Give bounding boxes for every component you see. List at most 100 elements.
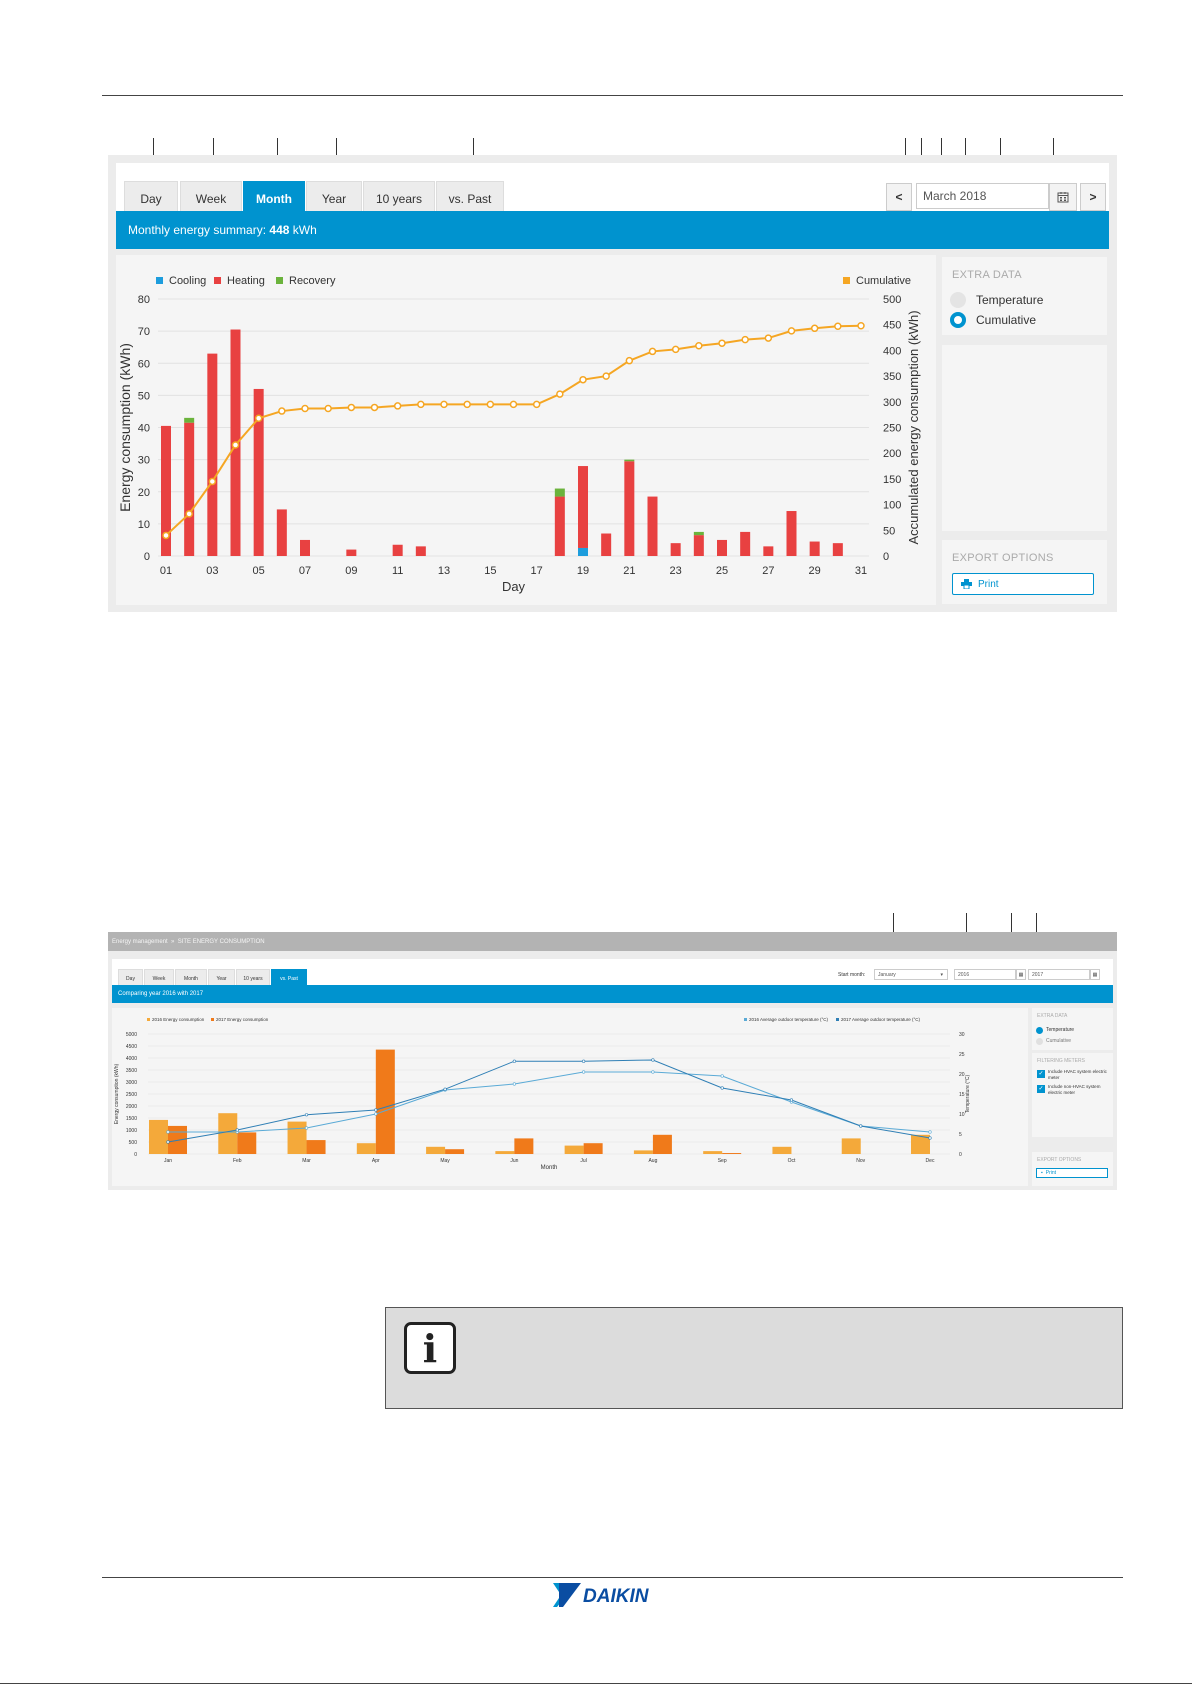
tab2-vs-past[interactable]: vs. Past <box>271 969 307 987</box>
bar-2017 <box>375 1049 395 1154</box>
cumulative-point <box>208 477 217 486</box>
compare-cumulative-radio[interactable] <box>1036 1038 1043 1045</box>
tab-year[interactable]: Year <box>306 181 362 216</box>
temp-2016-point <box>166 1130 170 1134</box>
print-label: Print <box>978 578 999 590</box>
cumulative-point <box>162 531 170 540</box>
print-button[interactable]: Print <box>952 573 1094 595</box>
temperature-radio[interactable] <box>950 292 966 308</box>
compare-temperature-label: Temperature <box>1046 1027 1075 1033</box>
bar-2016 <box>218 1113 238 1154</box>
bar-2017 <box>306 1140 326 1154</box>
bar-2017 <box>583 1143 603 1154</box>
legend-swatch <box>276 277 283 284</box>
legend-swatch <box>214 277 221 284</box>
tab-month[interactable]: Month <box>243 181 305 216</box>
y-tick-label: 2000 <box>126 1104 137 1110</box>
legend-swatch <box>843 277 850 284</box>
tab-10-years[interactable]: 10 years <box>363 181 435 216</box>
energy-compare-panel: Energy management » SITE ENERGY CONSUMPT… <box>108 932 1117 1190</box>
filter2-label: Include non-HVAC system electric meter <box>1048 1084 1101 1095</box>
year1-calendar-icon[interactable]: ▦ <box>1016 969 1026 980</box>
recovery-bar <box>554 488 565 497</box>
x-tick-label: 09 <box>345 565 357 577</box>
tab2-week[interactable]: Week <box>144 969 174 987</box>
y-axis-label: Energy consumption (kWh) <box>114 1064 120 1125</box>
y-tick-label: 1000 <box>126 1128 137 1134</box>
recovery-bar <box>624 459 635 462</box>
export-options-box: EXPORT OPTIONS Print <box>942 540 1107 604</box>
cumulative-point <box>857 321 865 330</box>
x-tick-label: May <box>440 1158 450 1164</box>
y2-axis-label: Temperature (°C) <box>965 1074 971 1113</box>
legend-label: Cooling <box>169 275 206 287</box>
calendar-icon[interactable] <box>1049 183 1077 211</box>
cumulative-point <box>741 335 749 344</box>
prev-month-button[interactable]: < <box>886 183 912 211</box>
heating-bar <box>184 422 195 556</box>
tab-day[interactable]: Day <box>124 181 178 216</box>
tab-week[interactable]: Week <box>180 181 242 216</box>
cumulative-point <box>278 407 286 415</box>
next-month-button[interactable]: > <box>1080 183 1106 211</box>
cumulative-point <box>324 404 332 413</box>
legend-label: 2016 Energy consumption <box>152 1017 205 1022</box>
cumulative-point <box>463 400 471 409</box>
filter1-checkbox[interactable]: ✓ <box>1037 1070 1045 1078</box>
y-tick-label: 3000 <box>126 1080 137 1086</box>
tab2-year[interactable]: Year <box>208 969 235 987</box>
month-field[interactable]: March 2018 <box>916 183 1049 209</box>
year2-calendar-icon[interactable]: ▦ <box>1090 969 1100 980</box>
start-month-label: Start month: <box>838 972 866 978</box>
start-month-select[interactable]: January ▾ <box>874 969 948 980</box>
header-rule <box>102 95 1123 96</box>
temp-2017-point <box>512 1059 516 1063</box>
cumulative-label: Cumulative <box>976 313 1037 327</box>
compare-export-box: EXPORT OPTIONS ▪ Print <box>1032 1152 1113 1186</box>
tab2-month[interactable]: Month <box>175 969 207 987</box>
x-tick-label: 11 <box>392 565 403 577</box>
y-tick-label: 10 <box>138 519 150 531</box>
heating-bar <box>740 531 751 556</box>
cumulative-point <box>625 356 634 365</box>
tab2-10-years[interactable]: 10 years <box>236 969 270 987</box>
cumulative-point <box>648 347 657 356</box>
bar-2016 <box>356 1143 376 1154</box>
bar-2016 <box>772 1146 792 1154</box>
compare-cumulative-label: Cumulative <box>1046 1038 1072 1044</box>
temp-2016-point <box>512 1082 516 1086</box>
x-tick-label: 29 <box>809 565 821 577</box>
x-tick-label: Jan <box>164 1158 172 1164</box>
bar-2016 <box>149 1119 168 1154</box>
x-tick-label: Oct <box>788 1158 796 1164</box>
compare-temperature-radio[interactable] <box>1036 1027 1043 1034</box>
x-tick-label: 15 <box>484 565 496 577</box>
bar-2016 <box>564 1145 584 1154</box>
recovery-bar <box>184 417 195 423</box>
tab2-day[interactable]: Day <box>118 969 143 987</box>
y2-tick-label: 300 <box>883 397 901 409</box>
filter1-label: Include HVAC system electric meter <box>1048 1069 1107 1080</box>
y2-axis-label: Accumulated energy consumption (kWh) <box>906 310 921 544</box>
compare-bar: Comparing year 2016 with 2017 <box>112 985 1113 1003</box>
compare-print-button[interactable]: ▪ Print <box>1036 1168 1108 1178</box>
y-tick-label: 1500 <box>126 1116 137 1122</box>
compare-export-title: EXPORT OPTIONS <box>1037 1157 1082 1163</box>
cumulative-point <box>370 403 379 412</box>
legend-swatch <box>156 277 163 284</box>
y-tick-label: 5000 <box>126 1032 137 1038</box>
y-tick-label: 70 <box>138 326 150 338</box>
month-chart-area: 0 10 20 30 40 50 60 70 80 0 50 100 150 200 250 300 350 40… <box>116 255 936 605</box>
year1-field[interactable]: 2016 <box>954 969 1016 980</box>
year2-field[interactable]: 2017 <box>1028 969 1090 980</box>
y-tick-label: 40 <box>138 423 150 435</box>
cumulative-radio[interactable] <box>950 312 966 328</box>
x-tick-label: 17 <box>531 565 543 577</box>
legend-label: 2016 Average outdoor temperature (°C) <box>749 1017 829 1022</box>
filter2-checkbox[interactable]: ✓ <box>1037 1085 1045 1093</box>
x-tick-label: 07 <box>299 565 311 577</box>
temp-2017-point <box>928 1136 932 1140</box>
y-tick-label: 500 <box>129 1140 138 1146</box>
tab-vs-past[interactable]: vs. Past <box>436 181 504 216</box>
y-tick-label: 80 <box>138 294 150 306</box>
